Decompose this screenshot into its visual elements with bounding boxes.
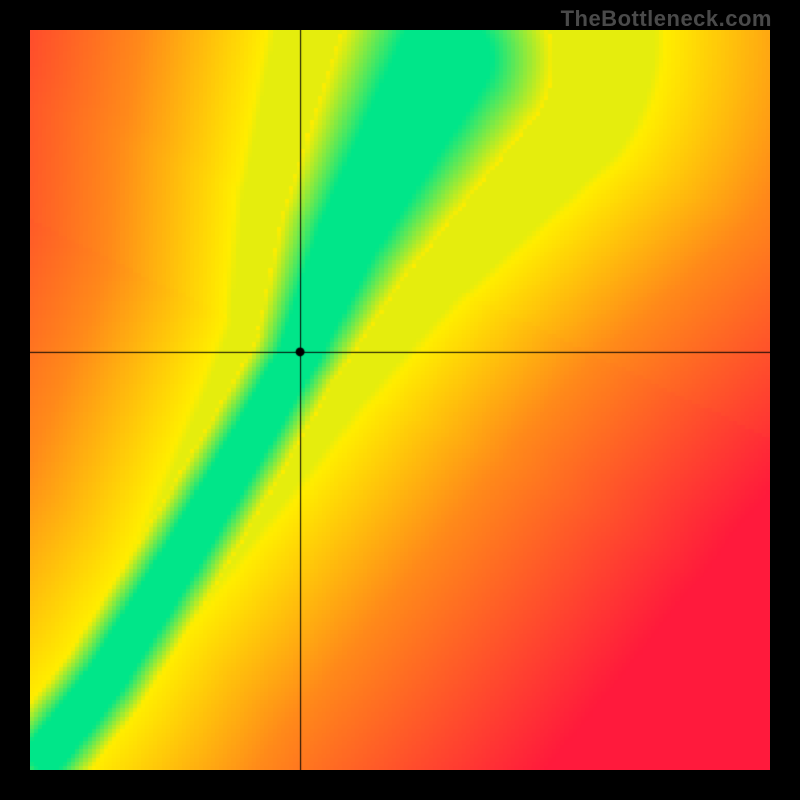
chart-container: TheBottleneck.com: [0, 0, 800, 800]
watermark-text: TheBottleneck.com: [561, 6, 772, 32]
bottleneck-heatmap: [30, 30, 770, 770]
